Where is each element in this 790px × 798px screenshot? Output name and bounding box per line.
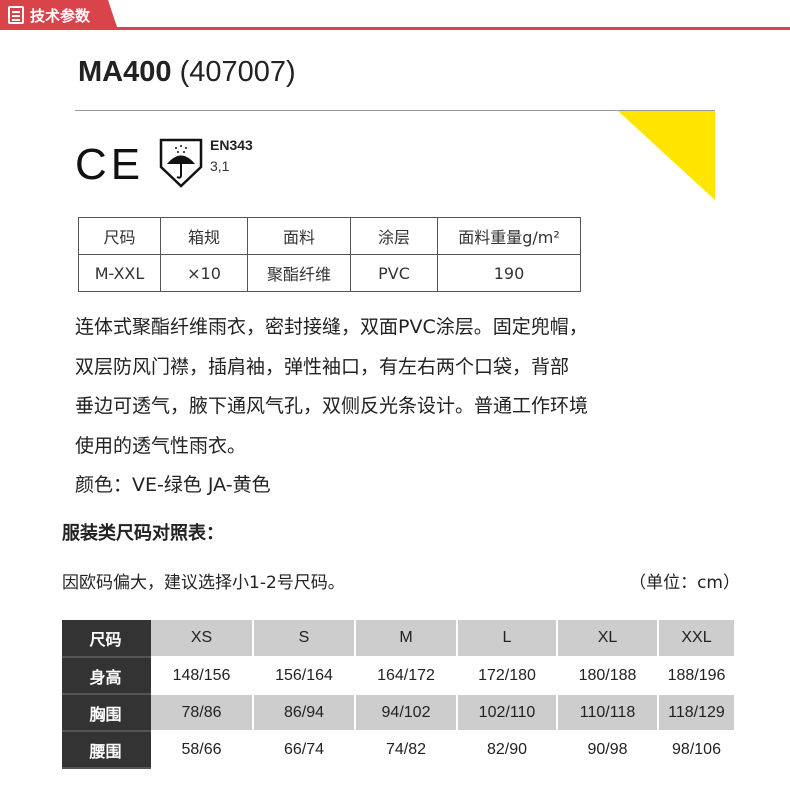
table-cell: 66/74: [253, 731, 356, 769]
table-header: 面料重量g/m²: [437, 217, 581, 255]
table-cell: 86/94: [253, 694, 356, 732]
table-cell: 110/118: [557, 694, 659, 732]
table-cell: S: [253, 620, 356, 658]
table-cell: XL: [557, 620, 659, 658]
table-cell: 82/90: [457, 731, 558, 769]
product-title: MA400 (407007): [78, 56, 296, 89]
row-header: 尺码: [62, 620, 151, 658]
table-cell: XXL: [658, 620, 736, 658]
table-cell: 58/66: [150, 731, 254, 769]
table-cell: 90/98: [557, 731, 659, 769]
table-cell: XS: [150, 620, 254, 658]
header-rule: [0, 27, 790, 30]
product-description: 连体式聚酯纤维雨衣，密封接缝，双面PVC涂层。固定兜帽， 双层防风门襟，插肩袖，…: [75, 308, 715, 506]
product-code: (407007): [179, 56, 296, 88]
table-cell: 118/129: [658, 694, 736, 732]
table-cell: M-XXL: [78, 254, 161, 292]
table-cell: 180/188: [557, 657, 659, 695]
size-note: 因欧码偏大，建议选择小1-2号尺码。: [62, 573, 345, 593]
table-row: 身高 148/156 156/164 164/172 172/180 180/188 188…: [62, 657, 736, 695]
table-cell: 102/110: [457, 694, 558, 732]
table-row: 胸围 78/86 86/94 94/102 102/110 110/118 118/129: [62, 694, 736, 732]
size-chart-title: 服装类尺码对照表：: [62, 523, 224, 544]
table-row: 尺码 箱规 面料 涂层 面料重量g/m²: [78, 217, 581, 255]
description-line: 使用的透气性雨衣。: [75, 434, 247, 457]
table-header: 涂层: [350, 217, 438, 255]
table-cell: L: [457, 620, 558, 658]
row-header: 腰围: [62, 731, 151, 769]
table-cell: 156/164: [253, 657, 356, 695]
table-cell: 聚酯纤维: [247, 254, 351, 292]
table-row: 腰围 58/66 66/74 74/82 82/90 90/98 98/106: [62, 731, 736, 769]
umbrella-shield-icon: [159, 138, 203, 188]
table-cell: 172/180: [457, 657, 558, 695]
table-row: M-XXL ×10 聚酯纤维 PVC 190: [78, 254, 581, 292]
row-header: 身高: [62, 657, 151, 695]
row-header: 胸围: [62, 694, 151, 732]
table-cell: PVC: [350, 254, 438, 292]
section-tab-label: 技术参数: [30, 6, 91, 25]
table-cell: 94/102: [355, 694, 458, 732]
spec-table: 尺码 箱规 面料 涂层 面料重量g/m² M-XXL ×10 聚酯纤维 PVC …: [78, 217, 581, 292]
description-line: 连体式聚酯纤维雨衣，密封接缝，双面PVC涂层。固定兜帽，: [75, 316, 588, 338]
table-cell: M: [355, 620, 458, 658]
model-name: MA400: [78, 56, 172, 88]
table-cell: 188/196: [658, 657, 736, 695]
unit-label: （单位：cm）: [629, 573, 740, 593]
standard-rating: 3,1: [210, 158, 230, 174]
description-line: 垂边可透气，腋下通风气孔，双侧反光条设计。普通工作环境: [75, 395, 589, 417]
section-tab: 技术参数: [0, 0, 118, 30]
table-cell: 164/172: [355, 657, 458, 695]
color-options: 颜色：VE-绿色 JA-黄色: [75, 474, 271, 496]
description-line: 双层防风门襟，插肩袖，弹性袖口，有左右两个口袋，背部: [75, 355, 570, 378]
standard-label: EN343: [210, 137, 253, 153]
table-cell: 190: [437, 254, 581, 292]
table-cell: 78/86: [150, 694, 254, 732]
table-cell: ×10: [160, 254, 248, 292]
ce-mark-icon: CE: [75, 140, 145, 189]
table-row: 尺码 XS S M L XL XXL: [62, 620, 736, 658]
table-cell: 98/106: [658, 731, 736, 769]
table-cell: 74/82: [355, 731, 458, 769]
table-header: 面料: [247, 217, 351, 255]
table-header: 箱规: [160, 217, 248, 255]
table-header: 尺码: [78, 217, 161, 255]
table-cell: 148/156: [150, 657, 254, 695]
divider: [75, 110, 715, 111]
size-chart-table: 尺码 XS S M L XL XXL 身高 148/156 156/164 164/172 172/1…: [62, 620, 736, 769]
yellow-corner: [618, 111, 715, 200]
document-icon: [8, 6, 24, 24]
